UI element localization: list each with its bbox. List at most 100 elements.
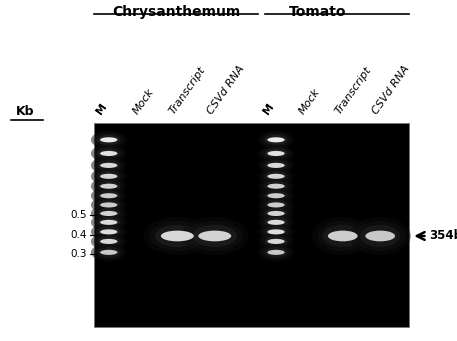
Ellipse shape [181, 217, 249, 255]
Ellipse shape [261, 133, 291, 147]
Ellipse shape [267, 239, 285, 244]
Ellipse shape [94, 245, 123, 260]
Ellipse shape [100, 250, 117, 255]
Ellipse shape [91, 196, 127, 214]
Ellipse shape [264, 148, 288, 159]
Ellipse shape [100, 174, 117, 179]
Ellipse shape [91, 131, 127, 149]
Ellipse shape [97, 226, 121, 237]
Ellipse shape [355, 221, 405, 251]
Ellipse shape [267, 183, 285, 189]
Ellipse shape [258, 145, 294, 162]
Text: CSVd RNA: CSVd RNA [206, 63, 247, 116]
Ellipse shape [258, 187, 294, 205]
Ellipse shape [192, 225, 237, 247]
Ellipse shape [258, 131, 294, 149]
Ellipse shape [100, 211, 117, 216]
Ellipse shape [91, 187, 127, 205]
Ellipse shape [94, 133, 123, 147]
Ellipse shape [258, 177, 294, 195]
Ellipse shape [97, 208, 121, 219]
Ellipse shape [100, 202, 117, 207]
Ellipse shape [261, 189, 291, 203]
Ellipse shape [264, 171, 288, 181]
Ellipse shape [323, 225, 363, 247]
Ellipse shape [261, 146, 291, 161]
Ellipse shape [94, 234, 123, 249]
Text: 0.5: 0.5 [70, 210, 87, 220]
Ellipse shape [267, 220, 285, 225]
Text: M: M [261, 101, 276, 116]
Text: Mock: Mock [131, 87, 156, 116]
Ellipse shape [94, 179, 123, 193]
Ellipse shape [264, 236, 288, 247]
Ellipse shape [258, 223, 294, 241]
Text: 0.3: 0.3 [70, 249, 87, 259]
Ellipse shape [100, 193, 117, 198]
Ellipse shape [100, 220, 117, 225]
Ellipse shape [198, 231, 231, 241]
Text: Transcript: Transcript [168, 65, 208, 116]
Ellipse shape [261, 169, 291, 183]
Ellipse shape [97, 148, 121, 159]
Ellipse shape [91, 213, 127, 232]
Text: Chrysanthemum: Chrysanthemum [112, 5, 240, 19]
Ellipse shape [261, 198, 291, 212]
Ellipse shape [94, 225, 123, 239]
Text: Kb: Kb [16, 105, 34, 118]
Ellipse shape [97, 236, 121, 247]
Ellipse shape [264, 247, 288, 258]
Text: M: M [95, 101, 109, 116]
Ellipse shape [94, 198, 123, 212]
Ellipse shape [94, 158, 123, 173]
Ellipse shape [187, 221, 243, 251]
Text: 0.4: 0.4 [70, 230, 87, 240]
Ellipse shape [261, 179, 291, 193]
Ellipse shape [258, 243, 294, 261]
Ellipse shape [91, 145, 127, 162]
Ellipse shape [100, 137, 117, 143]
Ellipse shape [100, 151, 117, 156]
Ellipse shape [267, 211, 285, 216]
Ellipse shape [94, 146, 123, 161]
Ellipse shape [264, 226, 288, 237]
Ellipse shape [328, 231, 357, 241]
Ellipse shape [258, 196, 294, 214]
Ellipse shape [258, 204, 294, 222]
Ellipse shape [360, 225, 400, 247]
Ellipse shape [97, 134, 121, 145]
Bar [94, 123, 409, 327]
Ellipse shape [264, 134, 288, 145]
Ellipse shape [267, 193, 285, 198]
Ellipse shape [264, 199, 288, 210]
Ellipse shape [97, 181, 121, 192]
Ellipse shape [264, 181, 288, 192]
Ellipse shape [261, 234, 291, 249]
Ellipse shape [143, 217, 211, 255]
Ellipse shape [267, 229, 285, 235]
Ellipse shape [267, 202, 285, 207]
Ellipse shape [97, 247, 121, 258]
Ellipse shape [258, 167, 294, 186]
Ellipse shape [258, 213, 294, 232]
Ellipse shape [97, 171, 121, 181]
Ellipse shape [91, 167, 127, 186]
Ellipse shape [264, 217, 288, 228]
Ellipse shape [261, 206, 291, 221]
Ellipse shape [91, 204, 127, 222]
Ellipse shape [258, 156, 294, 174]
Ellipse shape [261, 215, 291, 229]
Ellipse shape [100, 229, 117, 235]
Ellipse shape [91, 233, 127, 250]
Text: Mock: Mock [297, 87, 322, 116]
Ellipse shape [261, 245, 291, 260]
Ellipse shape [261, 158, 291, 173]
Ellipse shape [149, 221, 205, 251]
Ellipse shape [94, 169, 123, 183]
Ellipse shape [91, 223, 127, 241]
Ellipse shape [91, 243, 127, 261]
Ellipse shape [350, 217, 411, 255]
Ellipse shape [261, 225, 291, 239]
Ellipse shape [100, 163, 117, 168]
Ellipse shape [264, 208, 288, 219]
